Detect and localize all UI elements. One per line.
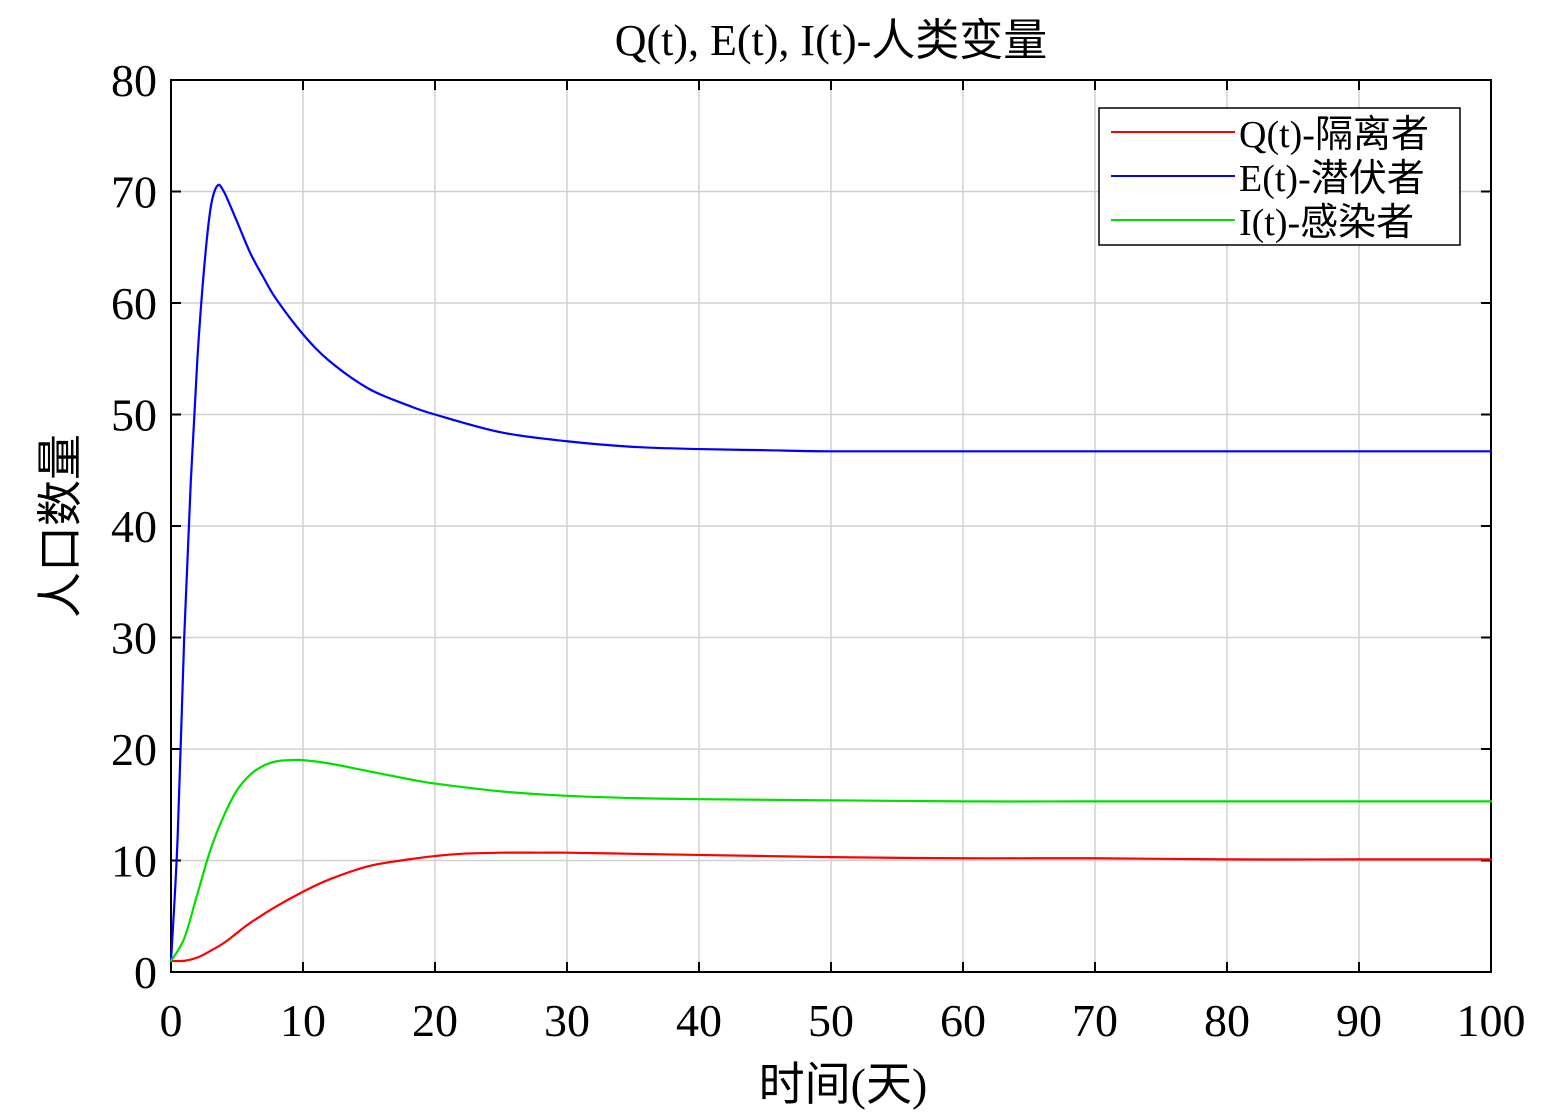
x-tick-label: 50: [808, 995, 854, 1046]
x-tick-label: 0: [160, 995, 183, 1046]
axis-ticks: 0 10 20 30 40 50 60 70 80 90 100 0 10 20 30 40 50 60 70 80: [111, 55, 1526, 1046]
x-axis-label: 时间(天): [759, 1059, 928, 1110]
x-tick-label: 40: [676, 995, 722, 1046]
x-tick-label: 100: [1457, 995, 1526, 1046]
x-tick-label: 30: [544, 995, 590, 1046]
x-tick-label: 60: [940, 995, 986, 1046]
series-line-q: [169, 851, 1493, 963]
x-tick-label: 10: [280, 995, 326, 1046]
y-tick-label: 40: [111, 501, 157, 552]
y-tick-label: 30: [111, 613, 157, 664]
y-tick-label: 0: [134, 947, 157, 998]
y-axis-label: 人口数量: [35, 434, 86, 618]
legend-label-q: Q(t)-隔离者: [1239, 114, 1429, 156]
y-tick-label: 20: [111, 724, 157, 775]
x-tick-label: 20: [412, 995, 458, 1046]
x-tick-label: 80: [1204, 995, 1250, 1046]
y-tick-label: 50: [111, 390, 157, 441]
chart-title: Q(t), E(t), I(t)-人类变量: [615, 16, 1048, 65]
x-tick-label: 90: [1336, 995, 1382, 1046]
legend-label-i: I(t)-感染者: [1239, 202, 1414, 244]
y-tick-label: 80: [111, 55, 157, 106]
x-tick-label: 70: [1072, 995, 1118, 1046]
series-line-i: [169, 758, 1493, 962]
y-tick-label: 60: [111, 278, 157, 329]
y-tick-label: 10: [111, 836, 157, 887]
legend-label-e: E(t)-潜伏者: [1239, 158, 1425, 200]
series-line-e: [169, 183, 1493, 962]
y-tick-label: 70: [111, 167, 157, 218]
series-lines: [169, 183, 1493, 963]
legend: Q(t)-隔离者 E(t)-潜伏者 I(t)-感染者: [1098, 107, 1461, 246]
